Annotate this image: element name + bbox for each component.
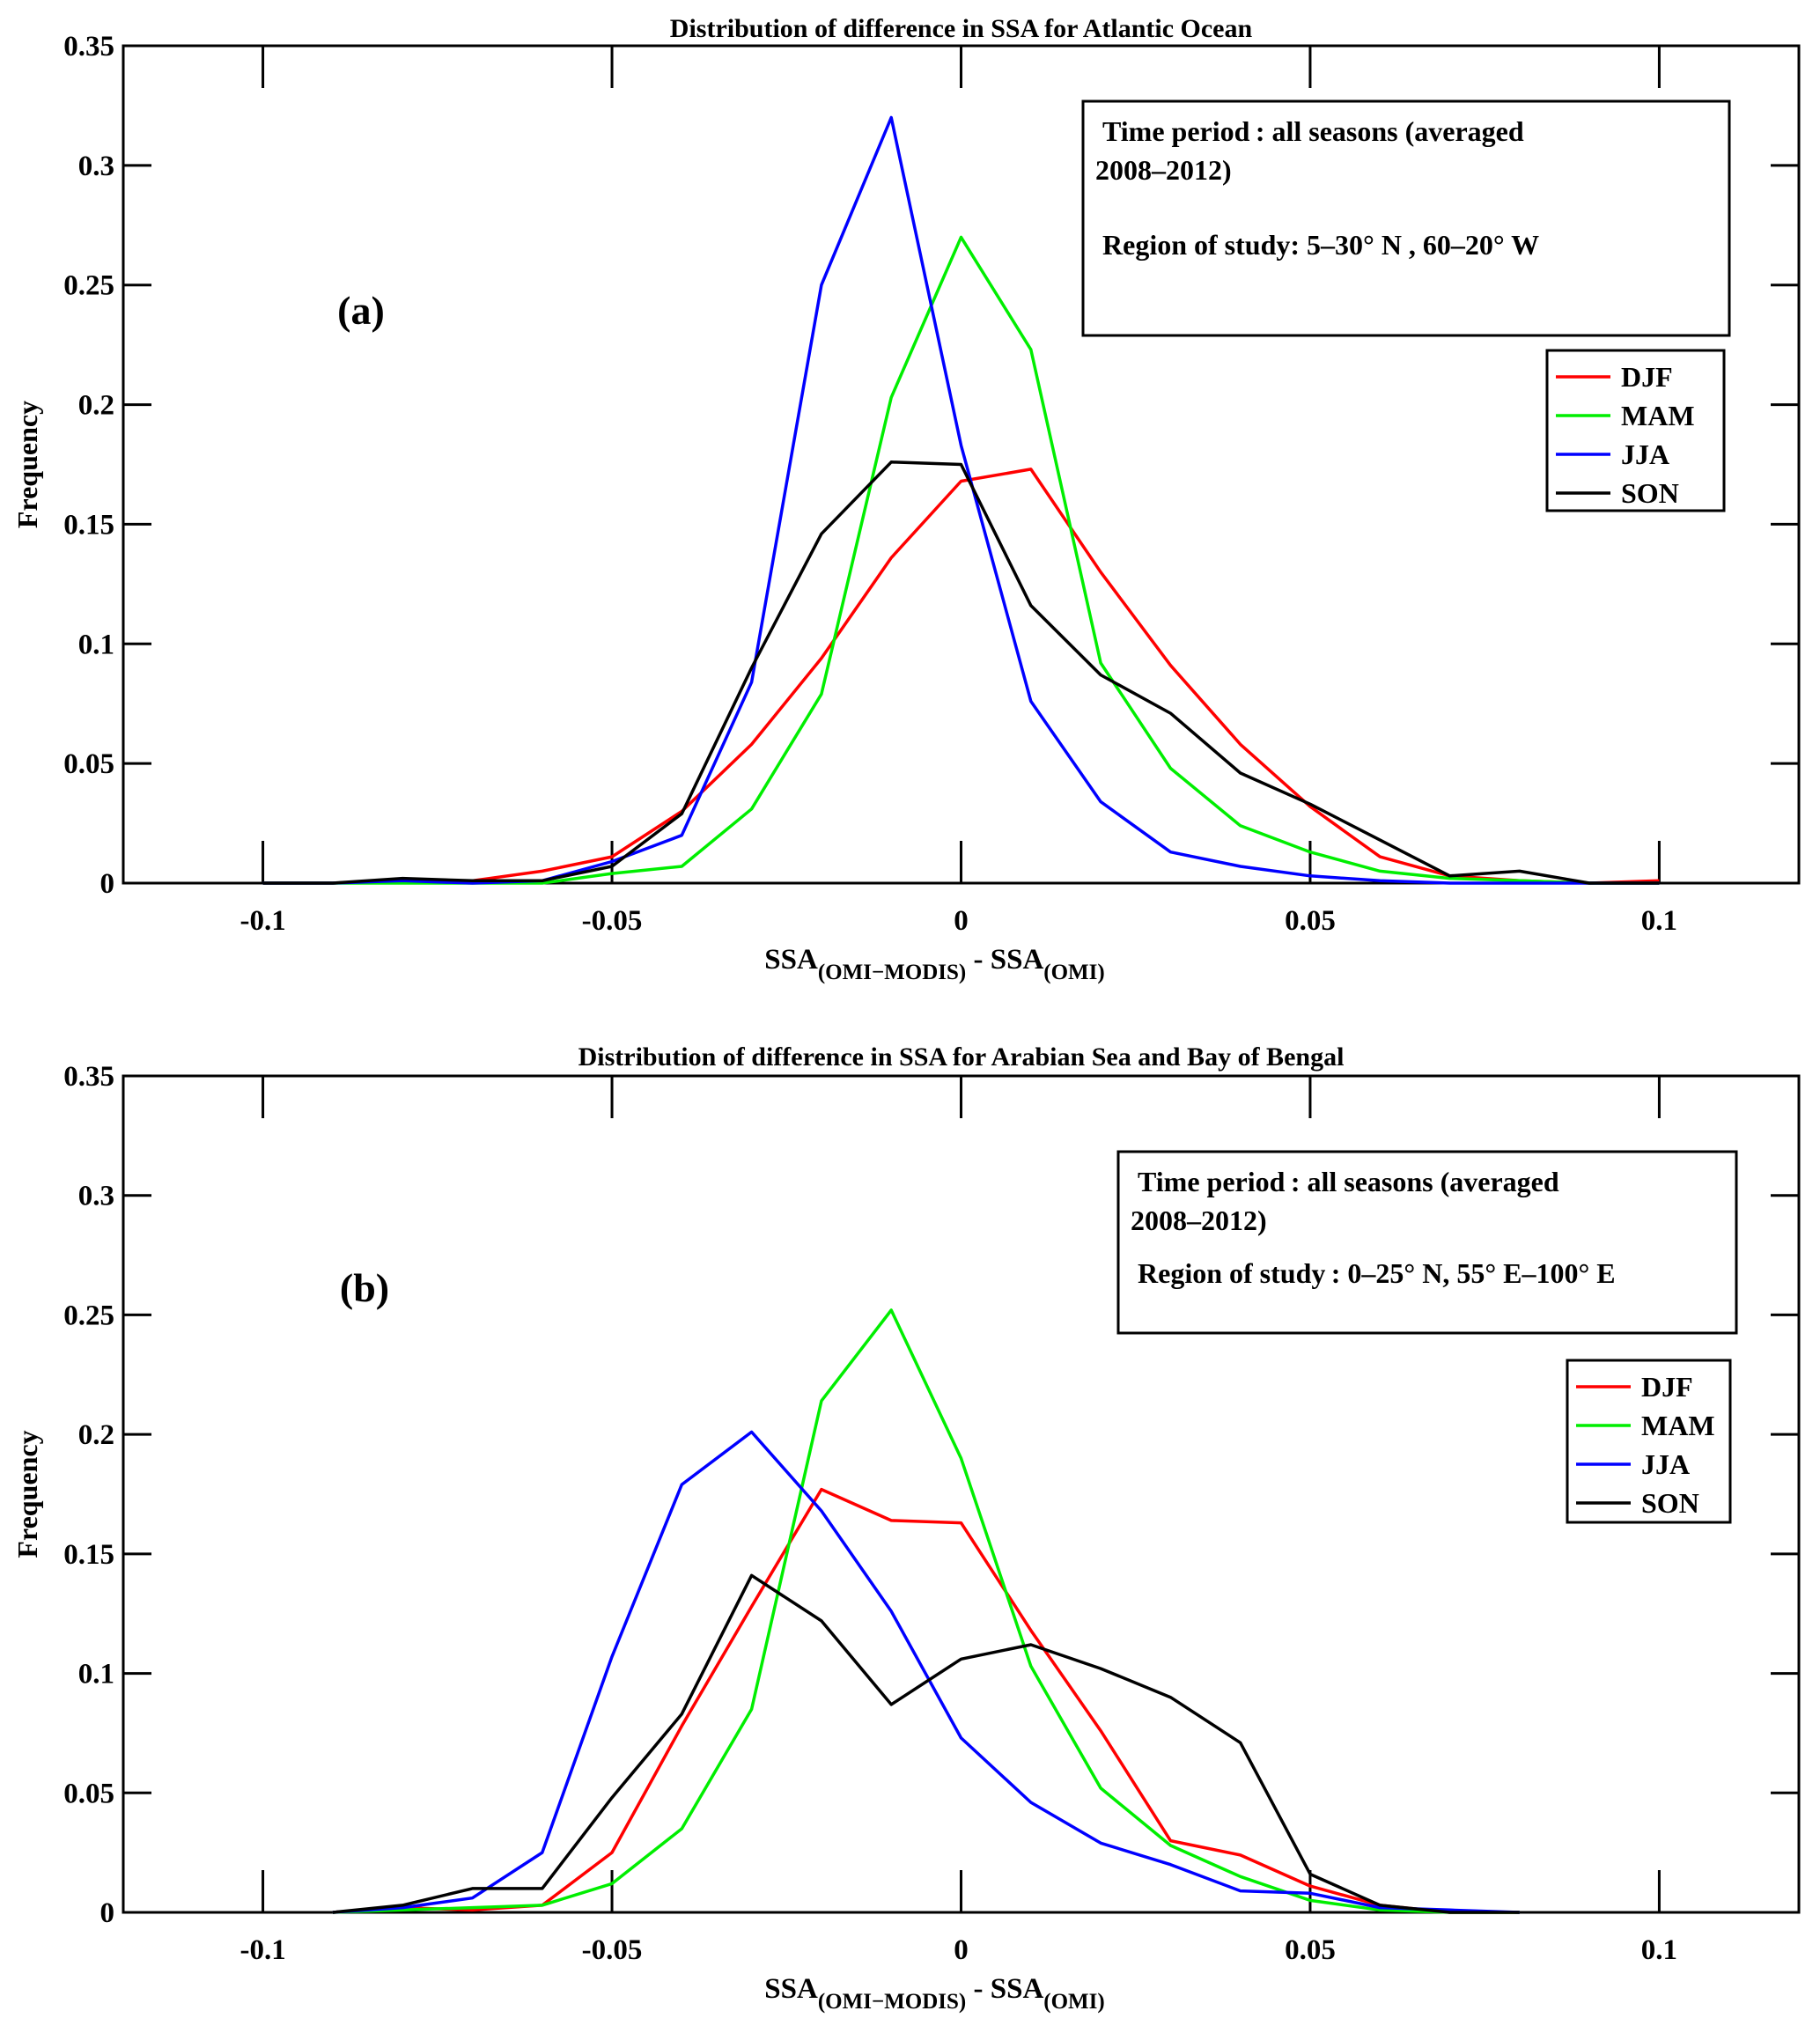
y-tick-label: 0.2 [78, 390, 114, 422]
x-tick-label: 0 [954, 1934, 969, 1966]
legend-label-mam: MAM [1621, 400, 1695, 431]
legend-label-djf: DJF [1641, 1371, 1693, 1403]
x-axis-label: SSA(OMI−MODIS) - SSA(OMI) [764, 1973, 1104, 2014]
y-tick-label: 0.15 [63, 509, 114, 541]
panel-label: (b) [340, 1265, 389, 1310]
y-tick-label: 0.15 [63, 1539, 114, 1571]
chart-title: Distribution of difference in SSA for At… [670, 14, 1253, 43]
y-tick-label: 0.3 [78, 151, 114, 182]
series-line-jja [332, 1430, 1520, 1914]
chart-panel-a: Distribution of difference in SSA for At… [11, 14, 1801, 984]
legend-label-son: SON [1621, 477, 1679, 509]
annotation-years: 2008–2012) [1095, 154, 1232, 186]
x-tick-label: -0.05 [582, 1934, 643, 1966]
x-tick-label: -0.05 [582, 905, 643, 937]
y-axis-label: Frequency [11, 401, 43, 528]
legend-label-djf: DJF [1621, 361, 1673, 393]
y-tick-label: 0.05 [63, 1778, 114, 1809]
y-tick-label: 0 [100, 1897, 115, 1929]
series-line-son [262, 460, 1660, 885]
y-tick-label: 0.35 [63, 31, 114, 63]
y-tick-label: 0.2 [78, 1419, 114, 1451]
y-tick-label: 0.3 [78, 1181, 114, 1212]
y-tick-label: 0.1 [78, 1659, 114, 1690]
y-tick-label: 0.35 [63, 1061, 114, 1093]
legend-label-son: SON [1641, 1487, 1699, 1519]
x-tick-label: 0.05 [1285, 1934, 1336, 1966]
series-line-djf [262, 468, 1660, 885]
annotation-time-period: Time period : all seasons (averaged [1138, 1166, 1559, 1197]
annotation-years: 2008–2012) [1131, 1204, 1267, 1236]
x-tick-label: 0.1 [1641, 905, 1677, 937]
legend-label-jja: JJA [1641, 1448, 1690, 1480]
annotation-box [1081, 99, 1731, 337]
series-line-mam [332, 1308, 1520, 1914]
y-axis-label: Frequency [11, 1430, 43, 1558]
annotation-region: Region of study : 0–25° N, 55° E–100° E [1138, 1257, 1616, 1289]
annotation-time-period: Time period : all seasons (averaged [1102, 115, 1524, 147]
chart-title: Distribution of difference in SSA for Ar… [578, 1042, 1345, 1072]
x-tick-label: -0.1 [239, 1934, 285, 1966]
panel-label: (a) [337, 288, 385, 333]
y-tick-label: 0.25 [63, 270, 114, 302]
y-tick-label: 0.25 [63, 1300, 114, 1331]
series-line-jja [262, 115, 1660, 885]
y-tick-label: 0.1 [78, 629, 114, 660]
chart-panel-b: Distribution of difference in SSA for Ar… [11, 1042, 1801, 2014]
y-tick-label: 0.05 [63, 748, 114, 780]
x-tick-label: 0.1 [1641, 1934, 1677, 1966]
legend-label-mam: MAM [1641, 1410, 1715, 1441]
x-axis-label: SSA(OMI−MODIS) - SSA(OMI) [764, 944, 1104, 984]
annotation-region: Region of study: 5–30° N , 60–20° W [1102, 229, 1539, 261]
series-line-son [332, 1573, 1520, 1914]
y-tick-label: 0 [100, 868, 115, 900]
x-tick-label: -0.1 [239, 905, 285, 937]
legend-label-jja: JJA [1621, 438, 1669, 470]
x-tick-label: 0 [954, 905, 969, 937]
annotation-box [1116, 1150, 1738, 1335]
series-line-djf [332, 1487, 1520, 1914]
x-tick-label: 0.05 [1285, 905, 1336, 937]
